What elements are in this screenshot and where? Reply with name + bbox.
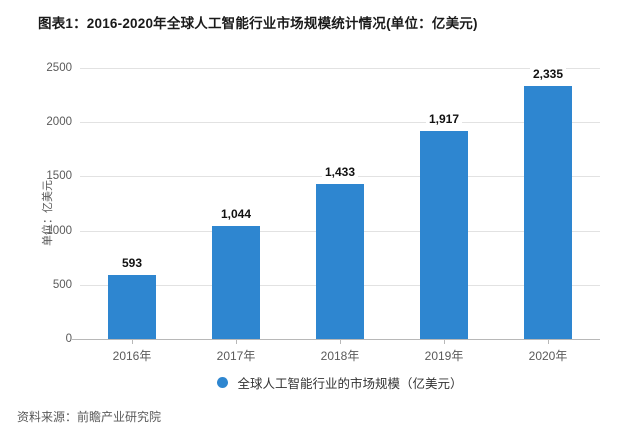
bar-2016年[interactable] <box>108 274 156 339</box>
x-tick-label-2016年: 2016年 <box>112 349 152 363</box>
bar-value-label-2016年: 593 <box>118 255 146 270</box>
x-tick-label-2019年: 2019年 <box>424 349 464 363</box>
x-tick-mark-2020年 <box>548 340 549 344</box>
gridline-2500 <box>80 68 600 69</box>
x-tick-mark-2016年 <box>132 340 133 344</box>
legend-label: 全球人工智能行业的市场规模（亿美元） <box>237 377 463 391</box>
source-note: 资料来源：前瞻产业研究院 <box>17 410 162 424</box>
x-axis-line <box>72 339 600 340</box>
y-tick-label-1500: 1500 <box>46 170 72 183</box>
y-axis-label: 单位：亿美元 <box>42 180 54 246</box>
y-tick-label-1000: 1000 <box>46 224 72 237</box>
y-tick-label-0: 0 <box>65 333 72 345</box>
chart-legend[interactable]: 全球人工智能行业的市场规模（亿美元） <box>80 373 600 392</box>
legend-marker-icon <box>217 377 229 388</box>
bar-2017年[interactable] <box>212 225 260 339</box>
x-tick-label-2018年: 2018年 <box>320 349 360 363</box>
x-tick-mark-2017年 <box>236 340 237 344</box>
chart-title: 图表1：2016-2020年全球人工智能行业市场规模统计情况(单位：亿美元) <box>38 16 478 31</box>
gridline-2000 <box>80 122 600 124</box>
bar-2018年[interactable] <box>316 183 364 339</box>
y-tick-label-500: 500 <box>52 278 72 291</box>
bar-2020年[interactable] <box>524 85 572 339</box>
x-tick-mark-2018年 <box>340 340 341 344</box>
bar-value-label-2020年: 2,335 <box>529 66 567 81</box>
x-tick-mark-2019年 <box>444 340 445 344</box>
y-tick-label-2500: 2500 <box>46 62 72 74</box>
x-tick-label-2020年: 2020年 <box>528 349 568 363</box>
bar-2019年[interactable] <box>420 131 468 339</box>
y-tick-label-2000: 2000 <box>46 116 72 129</box>
bar-value-label-2018年: 1,433 <box>321 164 359 179</box>
bar-value-label-2017年: 1,044 <box>217 206 255 221</box>
x-tick-label-2017年: 2017年 <box>216 349 256 363</box>
bar-value-label-2019年: 1,917 <box>425 112 463 127</box>
